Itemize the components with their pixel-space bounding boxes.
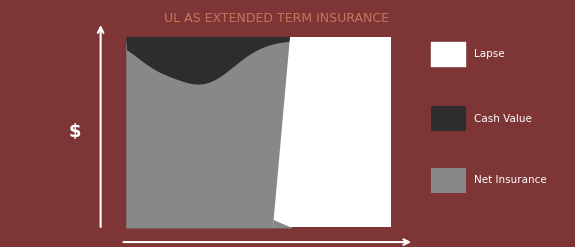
Text: Cash Value: Cash Value xyxy=(474,114,532,124)
FancyBboxPatch shape xyxy=(431,42,466,67)
FancyBboxPatch shape xyxy=(431,106,466,131)
FancyBboxPatch shape xyxy=(431,168,466,193)
Text: Lapse: Lapse xyxy=(474,49,505,59)
Text: Net Insurance: Net Insurance xyxy=(474,175,547,185)
Text: $: $ xyxy=(68,123,81,141)
Text: UL AS EXTENDED TERM INSURANCE: UL AS EXTENDED TERM INSURANCE xyxy=(163,12,389,25)
Polygon shape xyxy=(273,37,391,227)
Polygon shape xyxy=(273,220,290,227)
